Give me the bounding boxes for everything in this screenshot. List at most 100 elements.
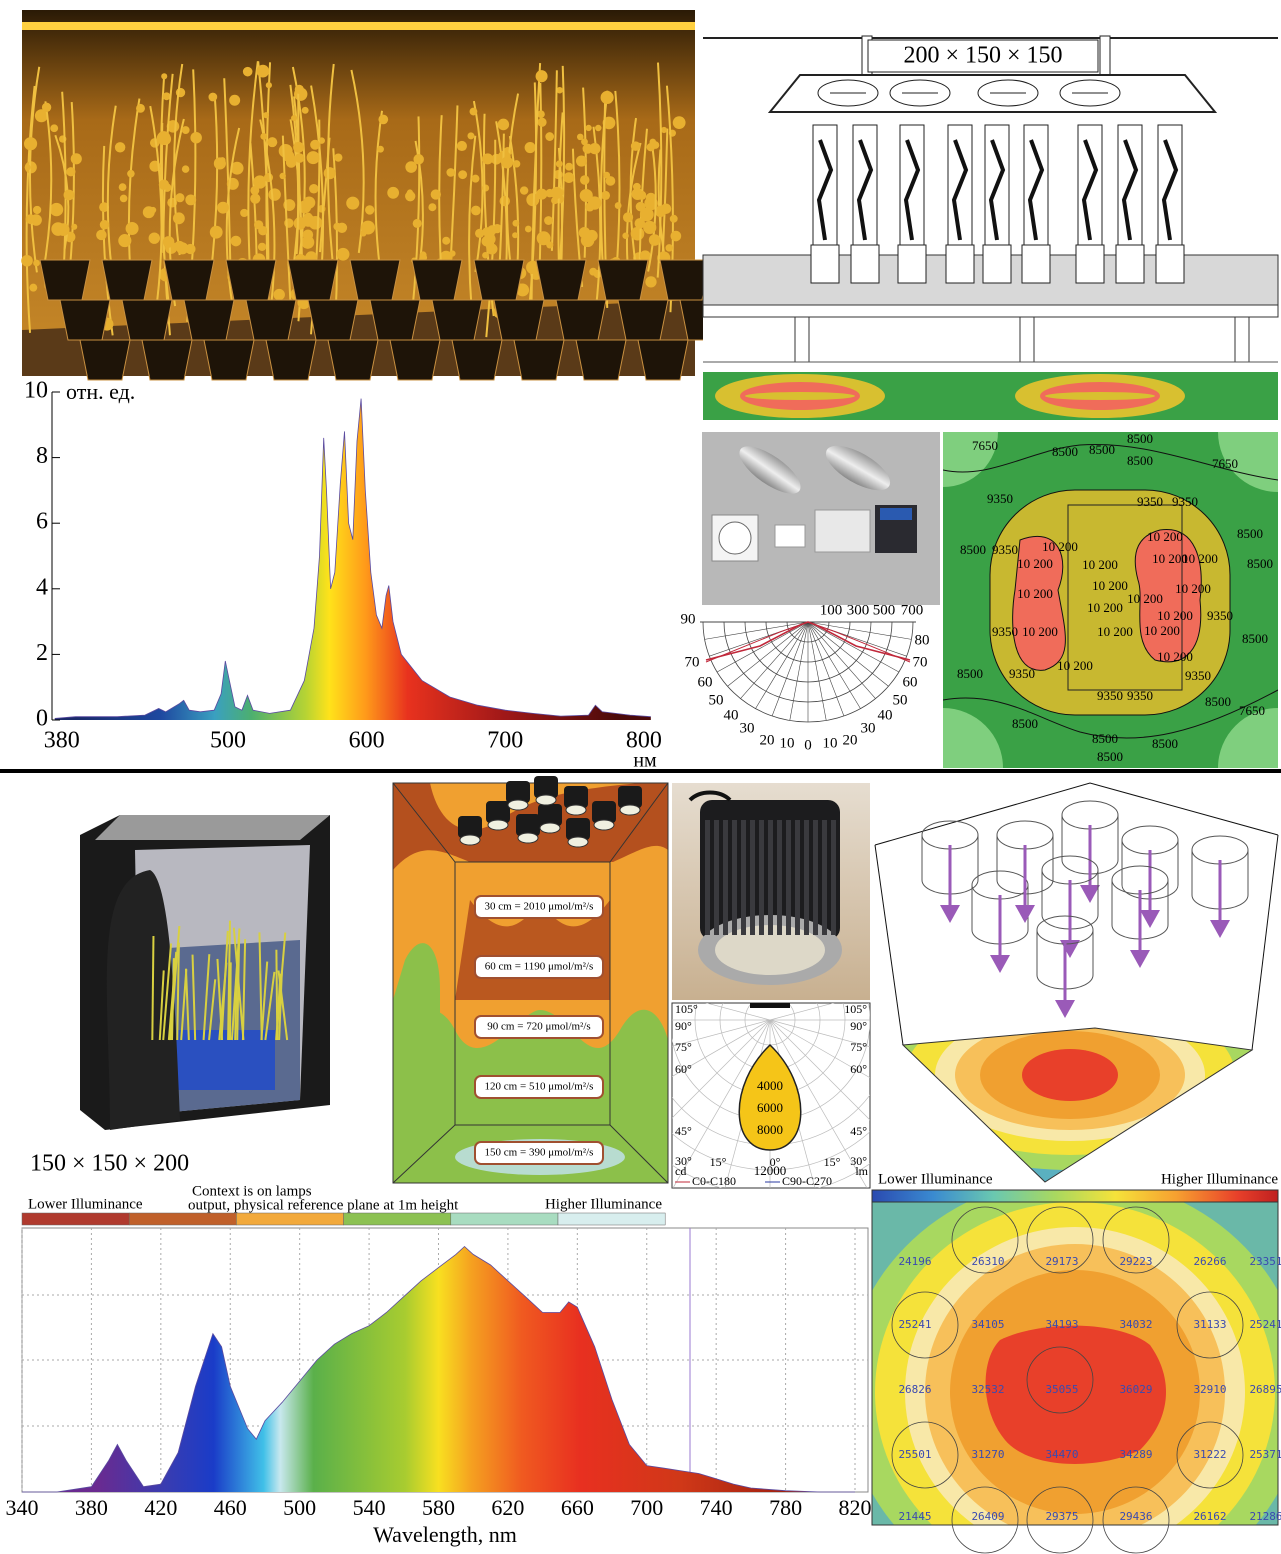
isolux-label: 7650 [1212,456,1238,471]
polar-right-label: 10 [823,735,838,751]
plant-leaf [119,183,127,191]
isolux-label: 7650 [1239,703,1265,718]
plant-leaf [405,161,417,173]
x-tick-label: 500 [210,728,246,754]
x-tick-label: 700 [487,728,523,754]
plant-leaf [665,244,672,251]
polar-legend: C90-C270 [782,1174,832,1188]
growth-chamber-schematic-part [745,392,855,400]
polar-left-label: 75° [675,1040,692,1054]
intensity-label: 6000 [757,1100,783,1115]
plant-leaf [302,107,309,114]
polar-bottom-label: 15° [710,1155,727,1169]
isolux-label: 7650 [972,438,998,453]
plant-leaf [470,108,478,116]
plant-leaf [257,65,270,78]
polar-left-label: 90 [681,611,696,627]
heatmap-value: 25371 [1249,1448,1281,1461]
lamp-lens [566,805,586,815]
legend-segment [129,1213,236,1225]
pot [266,340,316,380]
heatmap-value: 32532 [971,1383,1004,1396]
led-lamp-photo [672,783,870,1000]
isolux-label: 9350 [1097,688,1123,703]
plant-leaf [71,224,77,230]
plant-leaf [303,196,315,208]
plant-leaf [173,212,185,224]
heatmap-higher: Higher Illuminance [1161,1171,1278,1187]
plant-leaf [512,220,519,227]
plant-leaf [487,225,497,235]
isolux-label: 10 200 [1127,591,1163,606]
plant-leaf [564,172,575,183]
plant-leaf [637,191,646,200]
plant-leaf [337,223,347,233]
plant-leaf [115,142,125,152]
isolux-label: 10 200 [1157,608,1193,623]
tent-plant [230,962,231,1040]
isolux-label: 10 200 [1057,658,1093,673]
isolux-label: 8500 [1205,694,1231,709]
x-axis-label: Wavelength, nm [373,1522,517,1547]
plant-leaf [646,193,657,204]
plant-leaf [295,85,304,94]
growth-chamber-schematic-part [1045,392,1155,400]
pot [308,300,358,340]
plant-leaf [287,154,295,162]
plant-leaf [378,115,388,125]
plant-leaf [157,131,171,145]
isolux-label: 10 200 [1175,581,1211,596]
lamp-lens [568,837,588,847]
plant-leaf [118,234,131,247]
illuminance-legend: Lower IlluminanceContext is on lampsoutp… [22,1183,665,1225]
pot [474,260,524,300]
fin [786,820,791,935]
lamp-lens [594,820,614,830]
x-tick-label: 500 [283,1495,316,1520]
pot [370,300,420,340]
plant-leaf [525,226,532,233]
plant-leaf [217,202,229,214]
pot [164,260,214,300]
plant-leaf [21,255,33,267]
isolux-map [883,372,1281,828]
growth-chamber-schematic-part [795,317,809,362]
x-tick-label: 660 [561,1495,594,1520]
heatmap-value: 36029 [1119,1383,1152,1396]
polar-center-label: 0 [804,737,812,753]
polar-left-label: 70 [685,654,700,670]
isolux-label: 10 200 [1157,649,1193,664]
fin [750,820,755,935]
legend-lower: Lower Illuminance [28,1196,143,1212]
heatmap-value: 24196 [898,1255,931,1268]
plant-leaf [622,233,628,239]
plant-leaf [670,215,678,223]
plant-photo [21,10,730,380]
polar-legend: C0-C180 [692,1174,736,1188]
y-tick-label: 10 [24,378,48,404]
plant-leaf [174,241,185,252]
plant-leaf [42,103,51,112]
plant-leaf [66,167,75,176]
isolux-label: 10 200 [1087,600,1123,615]
polar-left-label: 45° [675,1124,692,1138]
pot [1022,245,1050,283]
plant-leaf [449,250,455,256]
pot [390,340,440,380]
x-tick-label: 580 [422,1495,455,1520]
pot [811,245,839,283]
pot [494,300,544,340]
plant-leaf [309,216,323,230]
equipment-photo-part [880,508,912,520]
plant-leaf [601,191,610,200]
plant-leaf [636,202,646,212]
heatmap-value: 26162 [1193,1510,1226,1523]
polar-left-label: 10 [780,735,795,751]
pot [983,245,1011,283]
pot [946,245,974,283]
legend-higher: Higher Illuminance [545,1196,662,1212]
plant-leaf [631,227,645,241]
isolux-label: 8500 [957,666,983,681]
plant-leaf [377,146,384,153]
plant-leaf [512,232,518,238]
